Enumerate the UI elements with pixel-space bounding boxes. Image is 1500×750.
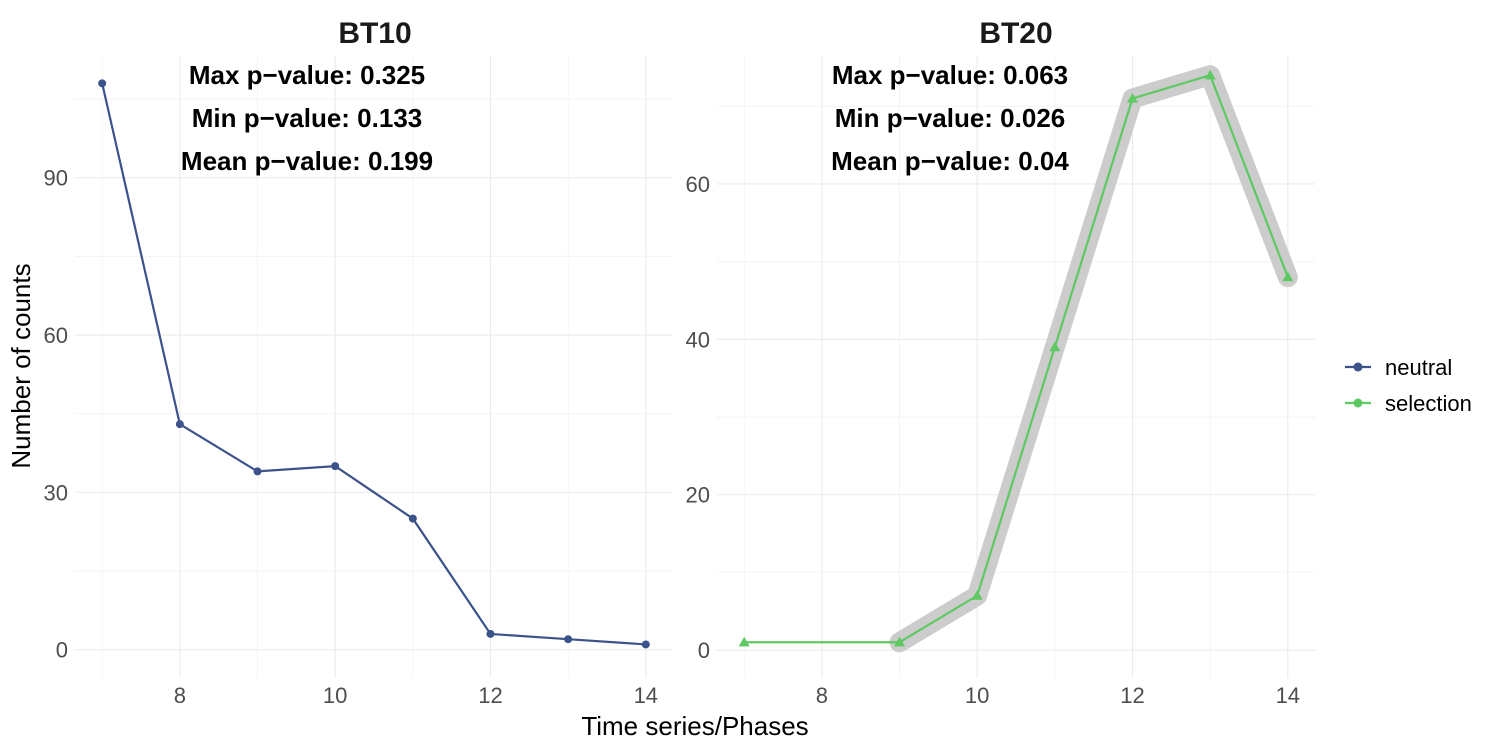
data-point	[1049, 341, 1061, 352]
p-value-annotation: Min p−value: 0.026	[835, 103, 1065, 133]
series-selection	[738, 69, 1294, 647]
y-tick-label: 60	[44, 323, 68, 348]
y-tick-label: 40	[686, 327, 710, 352]
p-value-annotation: Max p−value: 0.063	[832, 60, 1068, 90]
legend-key-point	[1353, 362, 1363, 372]
y-tick-label: 30	[44, 480, 68, 505]
legend-label: neutral	[1385, 355, 1452, 380]
data-point	[971, 590, 983, 600]
data-point	[641, 640, 650, 649]
x-tick-label: 12	[1120, 683, 1144, 708]
panel-title: BT20	[979, 17, 1052, 50]
data-point	[331, 462, 340, 471]
data-point	[408, 514, 417, 523]
data-point	[253, 467, 262, 476]
y-tick-label: 90	[44, 166, 68, 191]
grid	[75, 55, 673, 678]
x-tick-label: 8	[816, 683, 828, 708]
legend-item-neutral: neutral	[1345, 355, 1452, 380]
series-neutral	[98, 79, 650, 649]
x-tick-label: 8	[174, 683, 186, 708]
panel-bt10: 8 10 12 14 0 30 60 90 BT10 Max p−value: 0.325 Min …	[44, 17, 673, 708]
legend-item-selection: selection	[1345, 391, 1472, 416]
series-line-neutral	[101, 83, 646, 646]
data-point	[98, 79, 107, 88]
x-tick-label: 12	[478, 683, 502, 708]
y-axis-title: Number of counts	[6, 263, 36, 468]
legend: neutral selection	[1345, 355, 1472, 416]
x-tick-label: 10	[965, 683, 989, 708]
y-tick-label: 0	[698, 638, 710, 663]
legend-key-point	[1353, 398, 1363, 408]
data-point	[564, 635, 573, 644]
panel-title: BT10	[338, 17, 411, 50]
y-tick-label: 0	[56, 638, 68, 663]
p-value-annotation: Min p−value: 0.133	[192, 103, 422, 133]
x-axis-title: Time series/Phases	[581, 711, 808, 741]
data-point	[1282, 271, 1294, 282]
data-point	[175, 420, 184, 429]
legend-label: selection	[1385, 391, 1472, 416]
data-point	[1126, 93, 1138, 103]
x-tick-label: 14	[634, 683, 658, 708]
x-tick-label: 10	[323, 683, 347, 708]
y-tick-label: 60	[686, 172, 710, 197]
data-point	[486, 629, 495, 638]
data-point	[738, 636, 750, 647]
data-point	[894, 636, 906, 647]
p-value-annotation: Mean p−value: 0.199	[181, 146, 433, 176]
y-tick-label: 20	[686, 483, 710, 508]
data-point	[1204, 69, 1216, 80]
panel-bt20: 8 10 12 14 0 20 40 60 BT20 Max p−value: 0.063 Min …	[686, 17, 1315, 708]
p-value-annotation: Max p−value: 0.325	[189, 60, 425, 90]
p-value-annotation: Mean p−value: 0.04	[831, 146, 1069, 176]
x-tick-label: 14	[1276, 683, 1300, 708]
